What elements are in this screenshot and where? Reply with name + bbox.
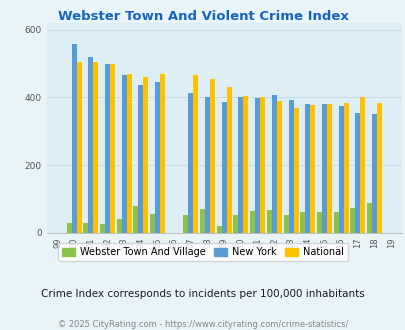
Bar <box>221 102 226 233</box>
Legend: Webster Town And Village, New York, National: Webster Town And Village, New York, Nati… <box>58 243 347 261</box>
Bar <box>117 219 121 233</box>
Bar <box>254 98 260 233</box>
Bar <box>83 222 88 233</box>
Text: Webster Town And Violent Crime Index: Webster Town And Violent Crime Index <box>58 10 347 23</box>
Bar <box>371 115 376 233</box>
Bar <box>93 62 98 233</box>
Bar <box>188 93 193 233</box>
Bar <box>160 74 165 233</box>
Bar <box>133 206 138 233</box>
Bar <box>293 108 298 233</box>
Bar <box>260 97 264 233</box>
Bar <box>193 76 198 233</box>
Bar <box>305 104 309 233</box>
Text: © 2025 CityRating.com - https://www.cityrating.com/crime-statistics/: © 2025 CityRating.com - https://www.city… <box>58 320 347 329</box>
Bar <box>333 212 338 233</box>
Bar <box>359 97 364 233</box>
Bar <box>110 64 115 233</box>
Bar <box>238 97 243 233</box>
Bar <box>88 57 93 233</box>
Bar <box>316 213 321 233</box>
Bar <box>155 82 160 233</box>
Bar <box>105 64 110 233</box>
Bar <box>138 84 143 233</box>
Bar <box>249 211 254 233</box>
Bar <box>376 103 381 233</box>
Bar <box>72 44 77 233</box>
Bar <box>338 106 343 233</box>
Bar <box>276 101 281 233</box>
Bar <box>233 215 238 233</box>
Bar <box>226 87 231 233</box>
Bar <box>326 104 331 233</box>
Bar <box>321 104 326 233</box>
Bar <box>150 214 155 233</box>
Bar <box>266 210 271 233</box>
Bar <box>299 212 305 233</box>
Bar <box>183 215 188 233</box>
Text: Crime Index corresponds to incidents per 100,000 inhabitants: Crime Index corresponds to incidents per… <box>41 289 364 299</box>
Bar <box>143 77 148 233</box>
Bar <box>122 76 126 233</box>
Bar <box>243 96 248 233</box>
Bar <box>210 79 215 233</box>
Bar <box>200 209 205 233</box>
Bar <box>366 203 371 233</box>
Bar <box>126 74 132 233</box>
Bar <box>350 208 354 233</box>
Bar <box>205 97 210 233</box>
Bar <box>309 105 314 233</box>
Bar <box>77 62 81 233</box>
Bar <box>343 103 348 233</box>
Bar <box>271 95 276 233</box>
Bar <box>288 100 293 233</box>
Bar <box>66 222 72 233</box>
Bar <box>283 215 288 233</box>
Bar <box>216 226 221 233</box>
Bar <box>354 113 359 233</box>
Bar <box>100 224 105 233</box>
